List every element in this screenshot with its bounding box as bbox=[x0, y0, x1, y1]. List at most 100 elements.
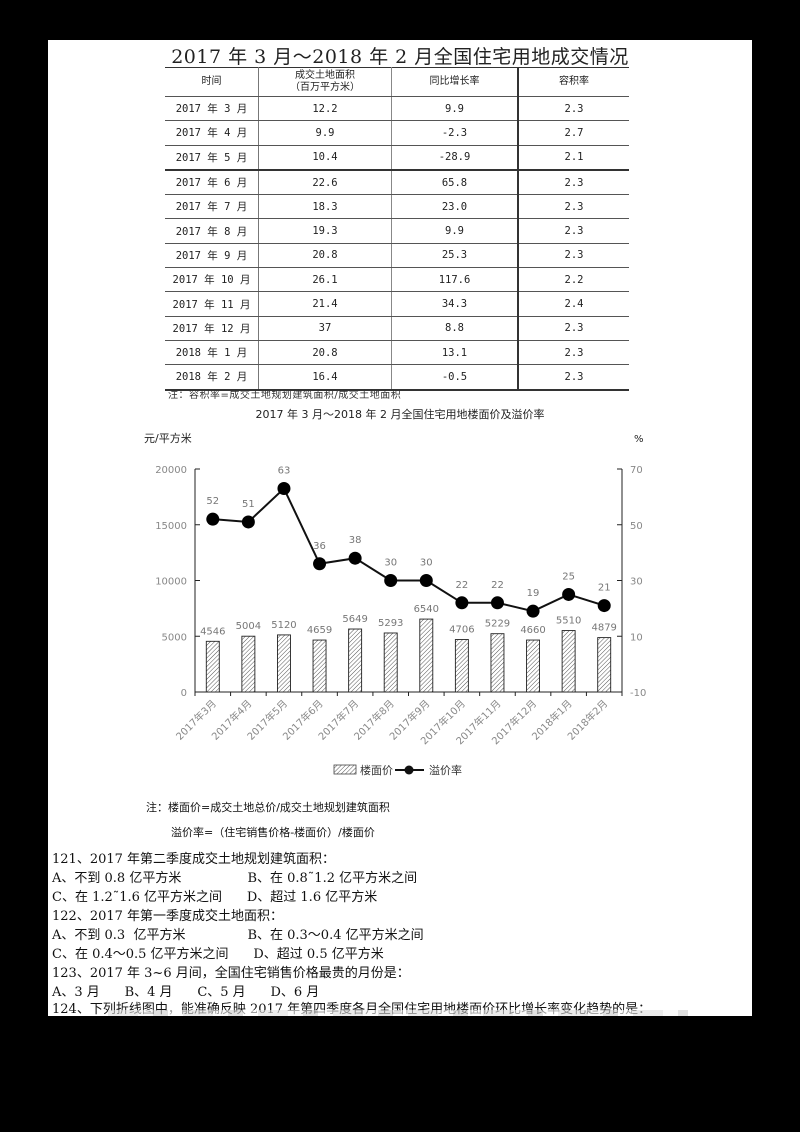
cell-far: 2.2 bbox=[518, 267, 629, 293]
cell-far: 2.3 bbox=[518, 364, 629, 391]
line-marker bbox=[348, 551, 362, 565]
bar bbox=[205, 640, 220, 693]
cell-time: 2017 年 3 月 bbox=[165, 96, 259, 122]
y2-axis-label: % bbox=[634, 434, 644, 445]
bar-value-label: 4706 bbox=[449, 625, 474, 636]
cell-area: 9.9 bbox=[258, 120, 392, 146]
cell-growth: 23.0 bbox=[391, 194, 519, 220]
premium-line bbox=[212, 486, 605, 613]
bar bbox=[348, 628, 363, 693]
cell-area: 21.4 bbox=[258, 291, 392, 317]
question-122-stem: 122、2017 年第一季度成交土地面积： bbox=[52, 909, 284, 924]
table-row: 2017 年 4 月 9.9 -2.3 2.7 bbox=[165, 120, 629, 146]
cell-growth: 65.8 bbox=[391, 168, 519, 196]
bar-value-label: 5649 bbox=[342, 614, 367, 625]
table-row: 2017 年 12 月 37 8.8 2.3 bbox=[165, 316, 629, 341]
line-value-label: 25 bbox=[562, 571, 575, 582]
bar bbox=[526, 639, 540, 693]
cell-time: 2017 年 10 月 bbox=[165, 267, 259, 293]
right-tick-label: -10 bbox=[630, 688, 646, 699]
cell-growth: 9.9 bbox=[391, 218, 519, 244]
legend-label-premium-rate: 溢价率 bbox=[429, 763, 462, 777]
table-row: 2018 年 2 月 16.4 -0.5 2.3 bbox=[165, 364, 629, 391]
cell-time: 2017 年 8 月 bbox=[165, 218, 259, 244]
chart-title: 2017 年 3 月～2018 年 2 月全国住宅用地楼面价及溢价率 bbox=[255, 408, 545, 421]
bar-value-label: 5229 bbox=[485, 619, 510, 630]
bar-series-floor-price: 4546 5004 5120 4659 5649 5293 6540 4706 5229 4660… bbox=[200, 604, 617, 693]
header-area-line1: 成交土地面积 bbox=[295, 70, 355, 81]
document-page: 2017 年 3 月～2018 年 2 月全国住宅用地成交情况 时间 成交土地面… bbox=[48, 40, 752, 1017]
cell-far: 2.7 bbox=[518, 120, 629, 146]
table-title: 2017 年 3 月～2018 年 2 月全国住宅用地成交情况 bbox=[171, 46, 629, 68]
table-row: 2017 年 5 月 10.4 -28.9 2.1 bbox=[165, 145, 629, 171]
cell-area: 22.6 bbox=[258, 168, 392, 196]
line-value-label: 63 bbox=[278, 466, 291, 477]
floor-price-premium-chart: 元/平方米 % 05000100001500020000-1010305070 … bbox=[144, 431, 646, 777]
line-marker bbox=[313, 557, 327, 571]
cut-off-text-row bbox=[108, 1010, 688, 1016]
bar-value-label: 4879 bbox=[591, 623, 616, 634]
table-row: 2017 年 10 月 26.1 117.6 2.2 bbox=[165, 267, 629, 293]
header-far: 容积率 bbox=[518, 67, 629, 97]
bar bbox=[241, 635, 256, 693]
line-marker bbox=[597, 599, 611, 613]
cell-growth: 34.3 bbox=[391, 291, 519, 317]
cell-time: 2017 年 12 月 bbox=[165, 316, 259, 341]
cell-far: 2.3 bbox=[518, 243, 629, 269]
cell-growth: -0.5 bbox=[391, 364, 519, 391]
table-row: 2017 年 9 月 20.8 25.3 2.3 bbox=[165, 243, 629, 269]
chart-axes: 0 5000 10000 15000 20000 -10 10 30 50 70 bbox=[155, 465, 646, 699]
y-axis-label: 元/平方米 bbox=[144, 431, 192, 445]
chart-legend: 楼面价 溢价率 bbox=[333, 763, 462, 777]
cell-growth: 25.3 bbox=[391, 243, 519, 269]
question-122-options-ab: A、不到 0.3 亿平方米 B、在 0.3～0.4 亿平方米之间 bbox=[52, 928, 424, 943]
table-row: 2017 年 7 月 18.3 23.0 2.3 bbox=[165, 194, 629, 220]
cell-area: 20.8 bbox=[258, 340, 392, 366]
line-marker bbox=[455, 596, 469, 610]
cell-far: 2.3 bbox=[518, 194, 629, 220]
bar bbox=[561, 630, 576, 693]
chart-note-premium-rate: 溢价率=（住宅销售价格-楼面价）/楼面价 bbox=[171, 826, 375, 839]
cell-time: 2017 年 11 月 bbox=[165, 291, 259, 317]
question-123-stem: 123、2017 年 3~6 月间，全国住宅销售价格最贵的月份是： bbox=[52, 966, 410, 981]
right-tick-label: 50 bbox=[630, 521, 643, 532]
cell-far: 2.4 bbox=[518, 291, 629, 317]
header-time: 时间 bbox=[165, 67, 259, 97]
header-area: 成交土地面积 （百万平方米） bbox=[258, 67, 392, 97]
x-axis-labels: 2017年3月2017年4月2017年5月2017年6月2017年7月2017年… bbox=[173, 697, 610, 747]
cell-time: 2018 年 2 月 bbox=[165, 364, 259, 391]
table-row: 2017 年 3 月 12.2 9.9 2.3 bbox=[165, 96, 629, 122]
line-value-label: 36 bbox=[313, 541, 326, 552]
cell-area: 20.8 bbox=[258, 243, 392, 269]
legend-label-floor-price: 楼面价 bbox=[360, 763, 393, 777]
bar bbox=[597, 637, 612, 693]
bar-value-label: 4660 bbox=[520, 625, 545, 636]
table-header-row: 时间 成交土地面积 （百万平方米） 同比增长率 容积率 bbox=[165, 67, 629, 97]
question-121-options-ab: A、不到 0.8 亿平方米 B、在 0.8˜1.2 亿平方米之间 bbox=[52, 871, 418, 886]
line-marker bbox=[526, 604, 540, 618]
bar bbox=[312, 639, 327, 693]
line-value-label: 21 bbox=[598, 583, 611, 594]
legend-bar-swatch-icon bbox=[333, 764, 357, 775]
land-transaction-table: 时间 成交土地面积 （百万平方米） 同比增长率 容积率 2017 年 3 月 12… bbox=[165, 67, 629, 391]
right-tick-label: 70 bbox=[630, 465, 643, 476]
chart-note-floor-price: 注：楼面价=成交土地总价/成交土地规划建筑面积 bbox=[146, 801, 390, 814]
table-note: 注：容积率=成交土地规划建筑面积/成交土地面积 bbox=[168, 390, 402, 401]
line-value-label: 38 bbox=[349, 535, 362, 546]
bar-value-label: 4546 bbox=[200, 626, 225, 637]
bar-value-label: 5510 bbox=[556, 616, 581, 627]
cell-far: 2.3 bbox=[518, 168, 629, 196]
bar bbox=[277, 634, 291, 693]
line-value-label: 30 bbox=[420, 558, 433, 569]
question-123-options: A、3 月 B、4 月 C、5 月 D、6 月 bbox=[52, 985, 320, 1000]
header-growth: 同比增长率 bbox=[391, 67, 519, 97]
cell-far: 2.3 bbox=[518, 96, 629, 122]
question-122-options-cd: C、在 0.4～0.5 亿平方米之间 D、超过 0.5 亿平方米 bbox=[52, 947, 384, 962]
bar-value-label: 4659 bbox=[307, 625, 332, 636]
left-tick-label: 15000 bbox=[155, 521, 187, 532]
legend-marker-icon bbox=[404, 765, 414, 775]
line-value-label: 30 bbox=[384, 558, 397, 569]
left-tick-label: 0 bbox=[181, 688, 187, 699]
cell-area: 16.4 bbox=[258, 364, 392, 391]
bar bbox=[454, 639, 469, 693]
